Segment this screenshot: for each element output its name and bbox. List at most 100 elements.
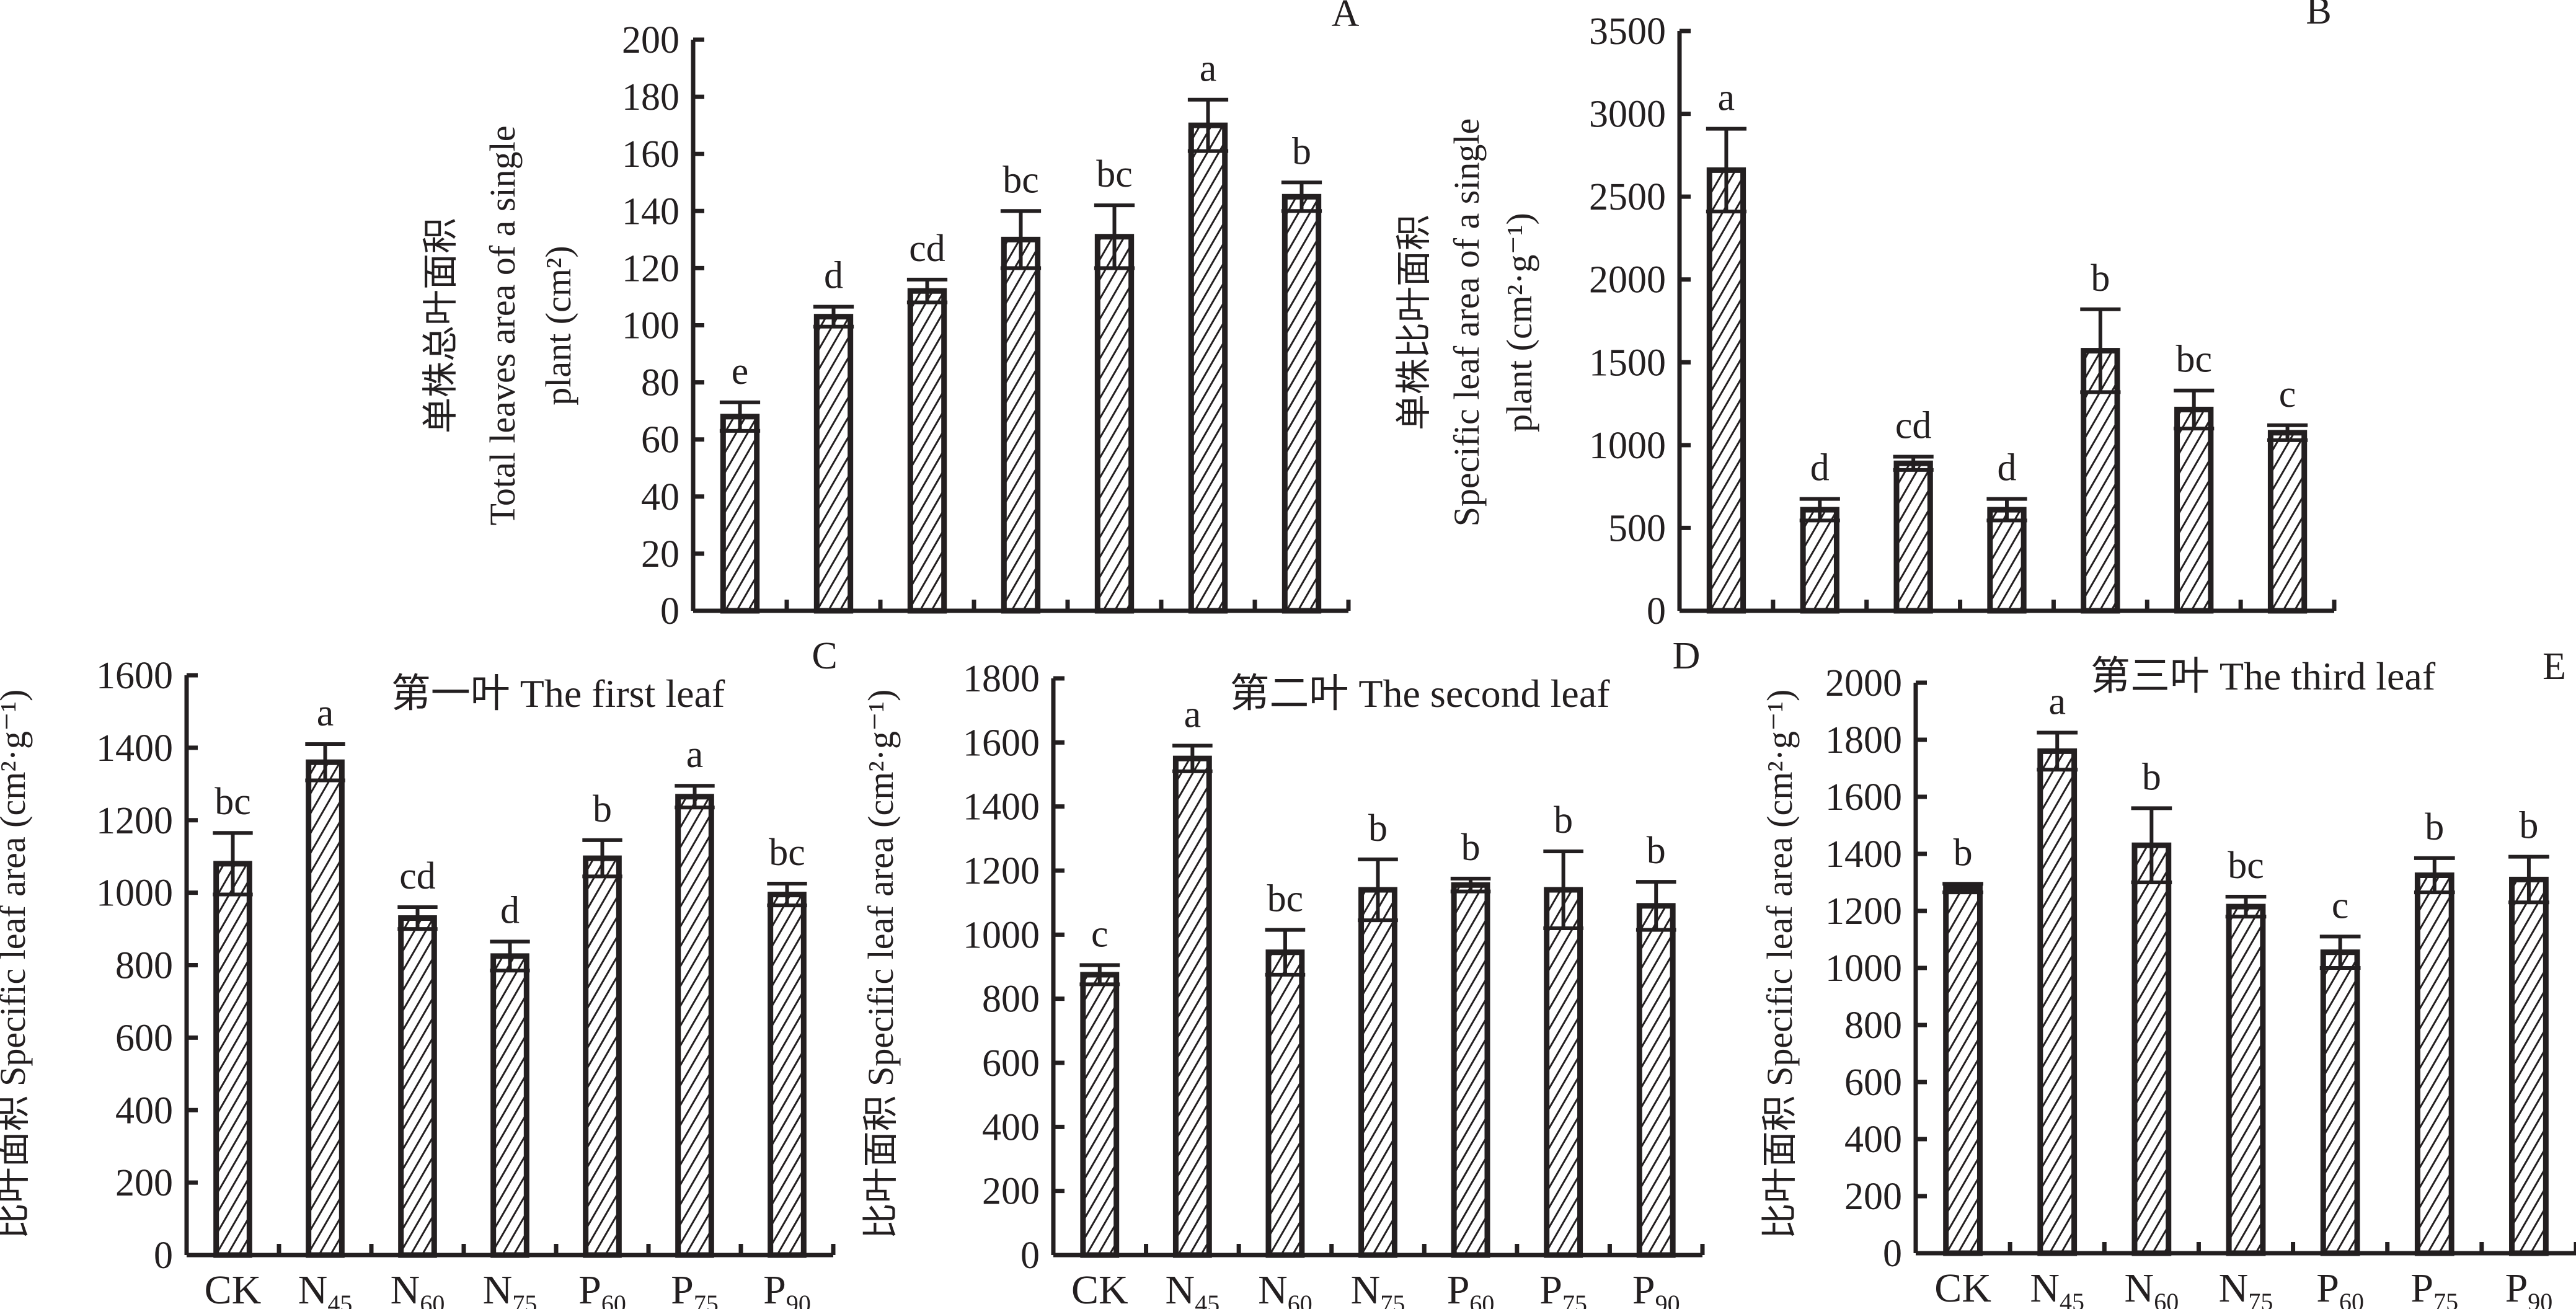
significance-label: a bbox=[317, 692, 334, 734]
y-tick-label: 0 bbox=[1020, 1235, 1040, 1277]
bar-p90 bbox=[1281, 193, 1322, 614]
x-category-label: N45 bbox=[2030, 1266, 2084, 1309]
bar-n75 bbox=[1001, 236, 1041, 614]
bar-n60 bbox=[1893, 460, 1933, 614]
panel-letter: B bbox=[2306, 0, 2331, 32]
panel-letter: A bbox=[1332, 0, 1360, 35]
panel-e-third-leaf-chart: 0 200 400 600 800 1000 1200 1400 1600 1800 2000 b CK… bbox=[1759, 646, 2576, 1309]
bar-p75 bbox=[1188, 122, 1228, 614]
significance-label: c bbox=[2332, 884, 2349, 926]
bar-n60 bbox=[2131, 842, 2172, 1256]
significance-label: d bbox=[824, 255, 843, 297]
x-category-label: P60 bbox=[2316, 1266, 2364, 1309]
x-category-label: P90 bbox=[1632, 1267, 1680, 1309]
bar-p75 bbox=[2414, 872, 2454, 1256]
panel-d-second-leaf-chart: 0 200 400 600 800 1000 1200 1400 1600 1800 c CK a N45… bbox=[861, 635, 1705, 1309]
y-tick-label: 1200 bbox=[96, 800, 173, 842]
y-tick-label: 800 bbox=[115, 945, 173, 987]
y-tick-label: 2000 bbox=[1589, 259, 1666, 301]
x-category-label: CK bbox=[1071, 1267, 1128, 1309]
significance-label: e bbox=[732, 350, 749, 393]
bar-p75 bbox=[2174, 406, 2214, 614]
y-tick-label: 1400 bbox=[1825, 833, 1902, 876]
panel-a-total-leaf-area-chart: 0 20 40 60 80 100 120 140 160 180 200 e d cd bc bc a b 单株总… bbox=[420, 0, 1360, 632]
bar-n75 bbox=[490, 953, 529, 1258]
y-tick-label: 1600 bbox=[1825, 776, 1902, 819]
y-tick-label: 200 bbox=[982, 1171, 1040, 1213]
y-tick-label: 800 bbox=[982, 978, 1040, 1021]
y-tick-label: 1000 bbox=[1825, 947, 1902, 990]
x-category-label: P60 bbox=[1447, 1267, 1495, 1309]
y-tick-label: 1800 bbox=[1825, 719, 1902, 761]
y-tick-label: 1500 bbox=[1589, 342, 1666, 384]
significance-label: d bbox=[1810, 447, 1830, 489]
bar-p60 bbox=[1451, 882, 1490, 1258]
significance-label: b bbox=[1647, 830, 1666, 872]
panel-c-first-leaf-chart: 0 200 400 600 800 1000 1200 1400 1600 bc CK a N45 cd N… bbox=[0, 635, 838, 1309]
x-category-label: P90 bbox=[2505, 1266, 2553, 1309]
y-axis-title: Total leaves area of a single bbox=[482, 126, 523, 526]
bar-n75 bbox=[1358, 887, 1397, 1258]
significance-label: bc bbox=[1096, 153, 1133, 195]
bar-n75 bbox=[2226, 903, 2266, 1256]
panel-letter: E bbox=[2543, 646, 2566, 688]
bar-p90 bbox=[2509, 876, 2549, 1256]
bar-n45 bbox=[1172, 755, 1212, 1258]
significance-label: c bbox=[2279, 373, 2296, 415]
bar-ck bbox=[1080, 972, 1120, 1258]
significance-label: bc bbox=[215, 781, 251, 823]
y-tick-label: 500 bbox=[1608, 507, 1666, 549]
significance-label: bc bbox=[769, 832, 805, 874]
y-tick-label: 1600 bbox=[963, 722, 1040, 764]
significance-label: b bbox=[1292, 130, 1311, 172]
y-tick-label: 1400 bbox=[96, 727, 173, 770]
y-axis-title: 比叶面积 Specific leaf area (cm²·g⁻¹) bbox=[1759, 690, 1800, 1240]
x-category-label: N75 bbox=[2219, 1266, 2273, 1309]
bar-p90 bbox=[2267, 430, 2308, 614]
y-tick-label: 600 bbox=[1844, 1062, 1902, 1104]
significance-label: a bbox=[1184, 694, 1202, 736]
y-tick-label: 200 bbox=[115, 1162, 173, 1204]
y-tick-label: 400 bbox=[1844, 1119, 1902, 1161]
y-tick-label: 1200 bbox=[1825, 890, 1902, 933]
y-tick-label: 1800 bbox=[963, 658, 1040, 700]
y-tick-label: 600 bbox=[115, 1017, 173, 1059]
bar-p60 bbox=[583, 855, 622, 1258]
panel-letter: D bbox=[1673, 635, 1701, 677]
y-tick-label: 20 bbox=[641, 533, 679, 575]
x-category-label: P75 bbox=[2410, 1266, 2458, 1309]
panel-letter: C bbox=[812, 635, 837, 677]
y-tick-label: 800 bbox=[1844, 1005, 1902, 1047]
significance-label: bc bbox=[2228, 845, 2264, 887]
x-category-label: N45 bbox=[1166, 1267, 1220, 1309]
bar-n60 bbox=[398, 915, 437, 1258]
y-axis-title: 单株比叶面积 bbox=[1394, 215, 1434, 430]
y-tick-label: 100 bbox=[622, 305, 679, 347]
x-category-label: CK bbox=[205, 1267, 262, 1309]
y-tick-label: 120 bbox=[622, 247, 679, 290]
bar-p90 bbox=[768, 892, 807, 1258]
bar-p75 bbox=[1544, 887, 1583, 1258]
y-tick-label: 200 bbox=[1844, 1176, 1902, 1218]
y-tick-label: 1600 bbox=[96, 655, 173, 697]
significance-label: cd bbox=[399, 855, 436, 897]
x-category-label: P75 bbox=[671, 1267, 719, 1309]
bar-ck bbox=[213, 861, 252, 1258]
bar-ck bbox=[720, 414, 760, 614]
significance-label: d bbox=[1998, 447, 2017, 489]
x-category-label: N60 bbox=[2125, 1266, 2179, 1309]
y-tick-label: 3500 bbox=[1589, 11, 1666, 53]
significance-label: cd bbox=[909, 228, 945, 270]
bar-n75 bbox=[1987, 507, 2027, 614]
bar-n60 bbox=[907, 288, 947, 614]
bar-p60 bbox=[1094, 234, 1135, 614]
panel-title: 第二叶 The second leaf bbox=[1229, 672, 1610, 716]
y-tick-label: 0 bbox=[660, 590, 679, 632]
bar-n45 bbox=[306, 759, 345, 1258]
y-tick-label: 1000 bbox=[1589, 425, 1666, 467]
x-category-label: N75 bbox=[483, 1267, 538, 1309]
y-tick-label: 400 bbox=[982, 1106, 1040, 1148]
panel-title: 第三叶 The third leaf bbox=[2091, 654, 2436, 698]
y-tick-label: 0 bbox=[1647, 590, 1666, 632]
